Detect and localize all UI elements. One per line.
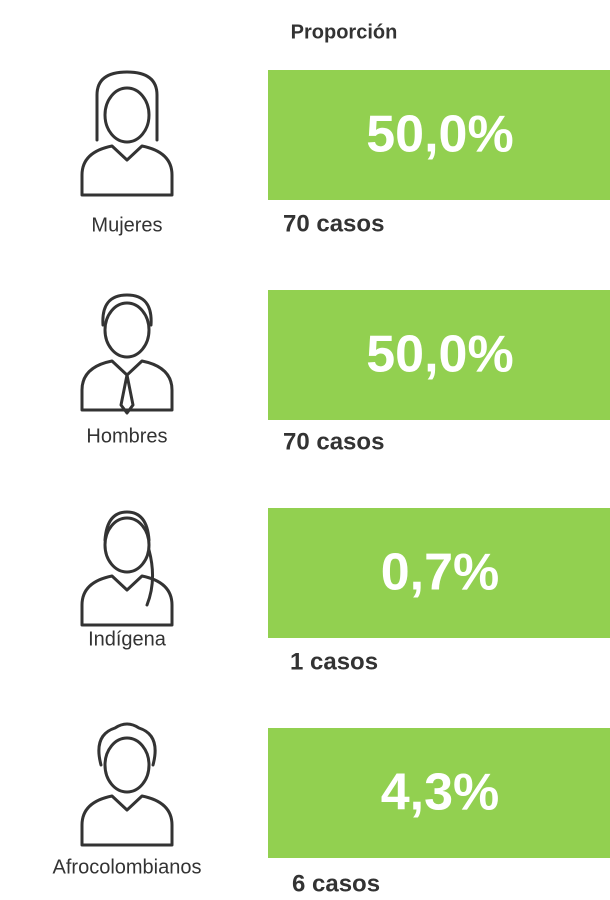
cases-count: 6 casos: [292, 870, 380, 897]
percent-box: [268, 728, 610, 858]
cases-count: 70 casos: [283, 428, 384, 455]
percent-box: [268, 290, 610, 420]
percent-box: [268, 508, 610, 638]
percent-value: 50,0%: [366, 326, 513, 384]
header-title: Proporción: [291, 21, 398, 43]
icon-head: [103, 301, 151, 359]
person-icon: [80, 293, 174, 415]
percent-value: 4,3%: [381, 764, 500, 822]
icon-body: [80, 359, 174, 412]
cases-count: 70 casos: [283, 210, 384, 237]
percent-box: [268, 70, 610, 200]
person-icon: [80, 510, 174, 627]
item-label: Indígena: [88, 628, 167, 650]
cases-count: 1 casos: [290, 648, 378, 675]
icon-tie: [119, 373, 135, 415]
item-label: Hombres: [86, 425, 167, 447]
icon-body: [80, 574, 174, 627]
person-icon: [80, 70, 174, 197]
icon-head: [103, 736, 151, 794]
percent-value: 50,0%: [366, 106, 513, 164]
icon-body: [80, 144, 174, 197]
item-label: Mujeres: [91, 214, 162, 236]
icon-hair: [97, 722, 157, 767]
icon-head: [103, 516, 151, 574]
icon-hair: [101, 293, 153, 327]
person-icon: [80, 722, 174, 847]
percent-value: 0,7%: [381, 544, 500, 602]
item-label: Afrocolombianos: [53, 856, 202, 878]
icon-hair: [95, 70, 159, 142]
icon-body: [80, 794, 174, 847]
icon-head: [103, 86, 151, 144]
